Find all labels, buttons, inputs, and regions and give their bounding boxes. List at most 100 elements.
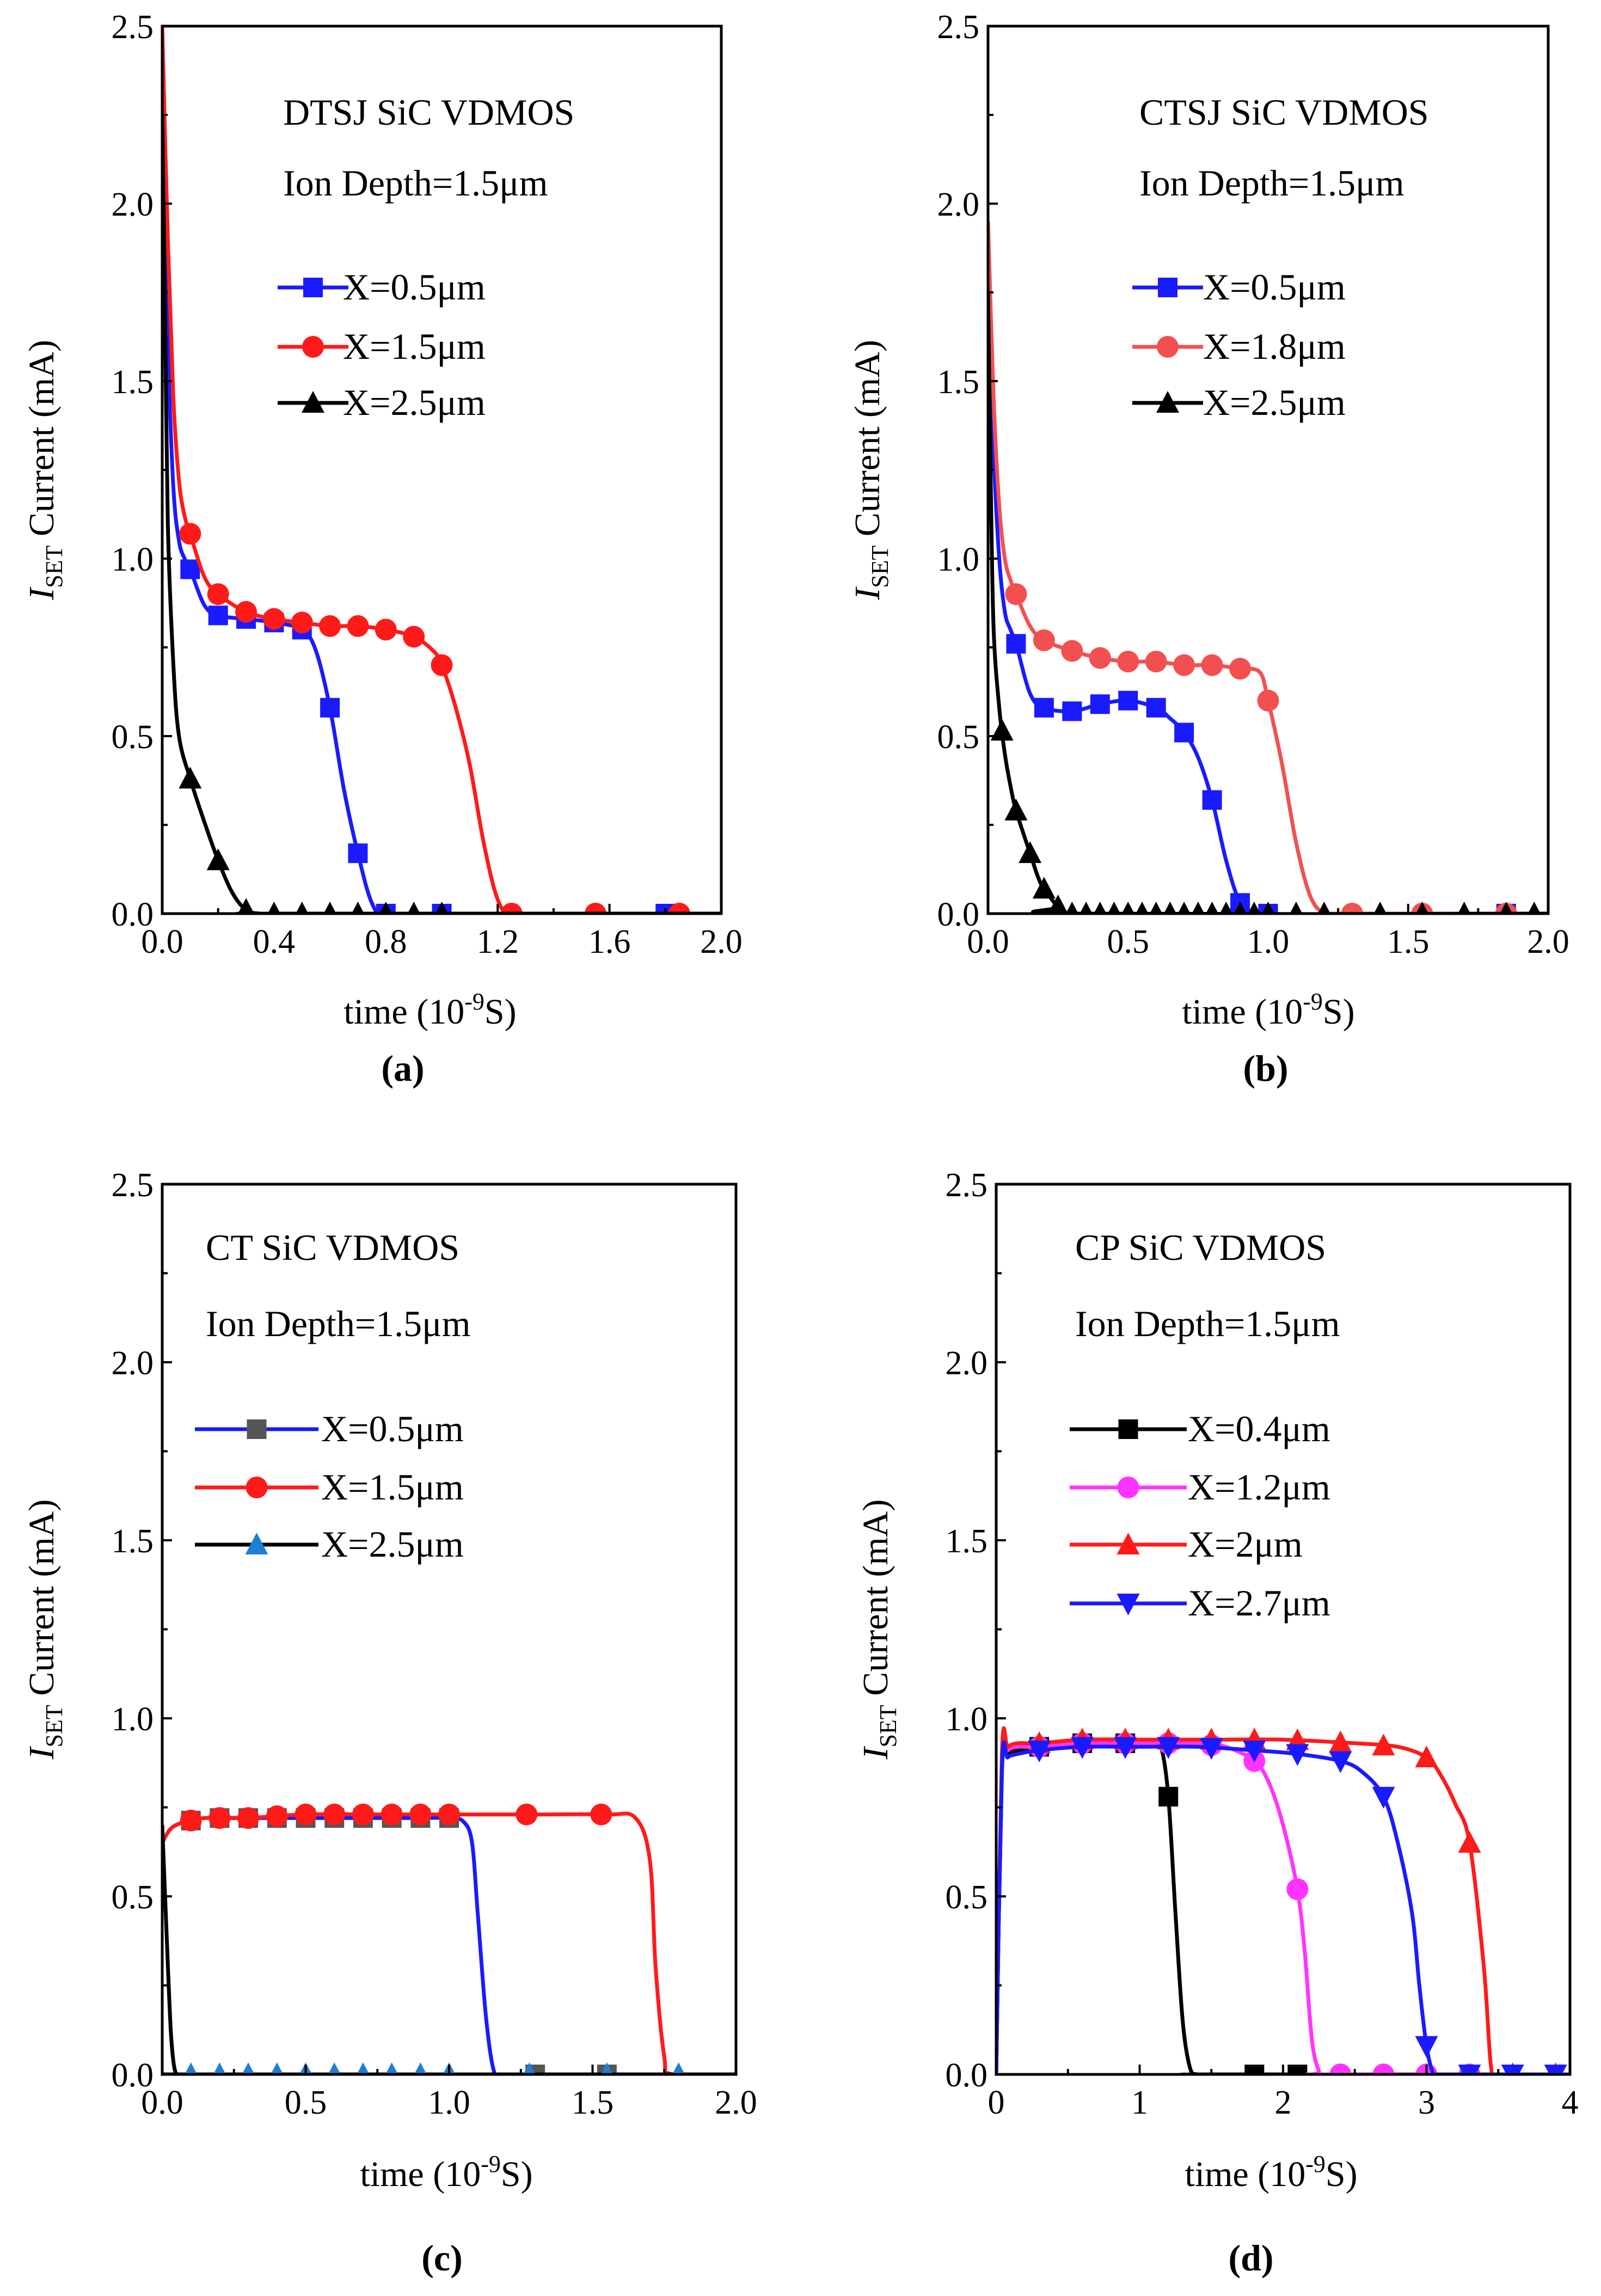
- series-2-marker-1: [179, 523, 201, 545]
- legend-marker-2: [302, 336, 324, 358]
- y-tick-label: 1.5: [946, 1523, 988, 1560]
- series-1-marker-1: [1006, 634, 1026, 654]
- y-tick-label: 1.0: [946, 1701, 988, 1738]
- chart-title: CT SiC VDMOS: [206, 1227, 459, 1268]
- y-tick-label: 2.5: [937, 9, 980, 46]
- x-tick-label: 2.0: [1527, 923, 1569, 960]
- y-tick-label: 1.0: [937, 541, 980, 578]
- series-3-marker-25: [1458, 902, 1471, 914]
- series-2-marker-4: [263, 608, 285, 630]
- series-2-marker-13: [668, 903, 690, 914]
- y-tick-label: 1.5: [112, 364, 154, 401]
- series-4-marker-12: [1501, 2065, 1524, 2074]
- legend-label-2: X=1.5μm: [321, 1466, 464, 1508]
- x-tick-label: 2.0: [700, 923, 743, 960]
- y-tick-label: 0.0: [946, 2057, 988, 2094]
- series-4-marker-9: [1372, 1786, 1395, 1809]
- legend-label-2: X=1.5μm: [343, 326, 486, 367]
- series-2-marker-8: [375, 619, 397, 641]
- legend-label-4: X=2.7μm: [1188, 1582, 1330, 1624]
- x-tick-label: 0.4: [253, 923, 296, 960]
- series-3-marker-19: [1248, 902, 1261, 914]
- series-1-marker-7: [348, 843, 368, 864]
- series-1-marker-6: [320, 697, 340, 718]
- x-tick-label: 4: [1562, 2084, 1579, 2121]
- series-1-marker-1: [180, 559, 200, 579]
- series-3-marker-8: [385, 2062, 398, 2074]
- y-tick-label: 0.0: [937, 896, 980, 933]
- series-2-marker-5: [295, 1803, 317, 1826]
- y-tick-label: 0.0: [112, 896, 154, 933]
- series-3-marker-4: [271, 2062, 284, 2074]
- panel-caption: (d): [1228, 2237, 1273, 2279]
- x-axis-label: time (10-9S): [1182, 988, 1354, 1032]
- series-line-1: [996, 1740, 1570, 2074]
- series-3-marker-18: [1234, 902, 1247, 914]
- series-line-1: [988, 274, 1548, 914]
- legend-marker-4: [1117, 1594, 1140, 1615]
- chart-title: DTSJ SiC VDMOS: [283, 91, 574, 133]
- series-line-3: [988, 292, 1548, 914]
- series-2-marker-1: [1005, 583, 1027, 605]
- legend-label-3: X=2.5μm: [1203, 382, 1346, 423]
- y-tick-label: 2.0: [112, 186, 154, 223]
- y-tick-label: 0.5: [112, 719, 154, 756]
- x-tick-label: 1: [1131, 2084, 1148, 2121]
- panel-c: 0.0 0.5 1.0 1.5 2.0 0.0 0.5 1.0 1.5 2.0 2.5 CT SiC …: [22, 1167, 757, 2279]
- panel-a: 0.0 0.4 0.8 1.2 1.6 2.0 0.0 0.5 1.0 1.5 2.0 2.5 DTSJ…: [22, 9, 743, 1089]
- x-tick-label: 2.0: [715, 2084, 757, 2121]
- series-1-marker-5: [1244, 2065, 1265, 2074]
- y-tick-label: 2.5: [112, 1167, 154, 1204]
- series-3-marker-17: [1219, 902, 1232, 914]
- y-tick-label: 2.0: [937, 186, 980, 223]
- series-1-marker-4: [1158, 1786, 1179, 1807]
- series-1-marker-6: [1287, 2065, 1308, 2074]
- series-4-marker-5: [1200, 1737, 1223, 1760]
- series-4-marker-11: [1458, 2065, 1481, 2074]
- y-tick-label: 1.0: [112, 1701, 154, 1738]
- y-tick-label: 0.5: [112, 1879, 154, 1916]
- x-tick-label: 2: [1275, 2084, 1292, 2121]
- series-line-2: [996, 1732, 1570, 2074]
- plot-area: [162, 26, 721, 914]
- x-tick-label: 1.5: [1387, 923, 1430, 960]
- series-3-marker-2: [213, 2062, 226, 2074]
- legend-label-2: X=1.8μm: [1203, 326, 1346, 367]
- series-2-marker-5: [291, 611, 313, 634]
- y-tick-label: 1.5: [112, 1523, 154, 1560]
- legend-marker-3: [1117, 1533, 1140, 1554]
- series-1-marker-2: [1034, 697, 1054, 718]
- x-tick-label: 1.6: [588, 923, 631, 960]
- y-tick-label: 0.5: [937, 719, 980, 756]
- series-2-marker-9: [1372, 2064, 1395, 2074]
- plot-area: [988, 221, 1548, 914]
- series-line-3: [162, 1825, 736, 2074]
- series-2-marker-5: [1117, 651, 1139, 673]
- x-tick-label: 1.0: [428, 2084, 470, 2121]
- panel-b: 0.0 0.5 1.0 1.5 2.0 0.0 0.5 1.0 1.5 2.0 2.5 CTSJ Si…: [848, 9, 1569, 1089]
- series-3-marker-5: [1048, 894, 1069, 914]
- series-4-marker-8: [1329, 1751, 1352, 1773]
- legend-marker-3: [245, 1533, 268, 1554]
- legend-label-3: X=2.5μm: [343, 382, 486, 423]
- legend-marker-3: [1156, 391, 1179, 413]
- series-4-marker-3: [1114, 1737, 1137, 1759]
- legend-marker-2: [1117, 1477, 1139, 1498]
- series-3-marker-11: [1136, 902, 1149, 914]
- series-1-marker-6: [1146, 697, 1166, 718]
- series-3-marker-1: [990, 719, 1014, 741]
- series-line-4: [996, 1740, 1570, 2074]
- series-3-marker-6: [323, 902, 336, 914]
- series-3-marker-3: [238, 898, 255, 914]
- series-3-marker-9: [414, 2062, 427, 2074]
- series-3-marker-26: [1500, 902, 1513, 914]
- x-tick-label: 0.8: [365, 923, 407, 960]
- series-3-marker-15: [1192, 902, 1205, 914]
- plot-frame: [986, 25, 1550, 915]
- series-3-marker-27: [1528, 902, 1541, 914]
- y-tick-label: 0.0: [112, 2057, 154, 2094]
- series-4-marker-7: [1286, 1744, 1309, 1766]
- series-3-marker-2: [1004, 798, 1028, 821]
- series-3-marker-7: [351, 902, 365, 914]
- series-3-marker-10: [1415, 1745, 1438, 1767]
